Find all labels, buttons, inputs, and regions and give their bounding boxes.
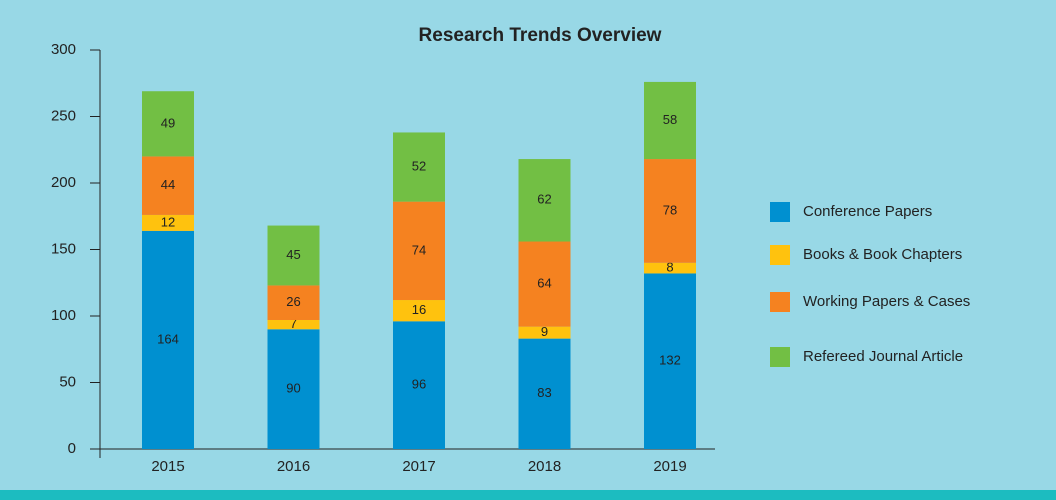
y-tick-label: 100 bbox=[51, 307, 76, 324]
legend-label: Refereed Journal Article bbox=[803, 348, 963, 365]
bar-segment bbox=[267, 319, 320, 330]
x-tick-label: 2015 bbox=[151, 458, 184, 475]
bar-segment bbox=[518, 338, 571, 449]
data-label: 26 bbox=[286, 294, 300, 309]
chart-title: Research Trends Overview bbox=[419, 25, 662, 46]
data-label: 90 bbox=[286, 381, 300, 396]
data-label: 64 bbox=[537, 276, 551, 291]
data-label: 52 bbox=[412, 158, 426, 173]
bar-segment bbox=[267, 225, 320, 286]
bar-segment bbox=[644, 273, 696, 449]
data-label: 62 bbox=[537, 192, 551, 207]
legend-label: Books & Book Chapters bbox=[803, 246, 962, 263]
legend-swatch bbox=[770, 245, 790, 265]
bar-segment bbox=[393, 132, 445, 202]
legend-swatch bbox=[770, 292, 790, 312]
bar-segment bbox=[267, 329, 320, 449]
bar-segment bbox=[644, 81, 696, 160]
x-tick-label: 2017 bbox=[402, 458, 435, 475]
data-label: 7 bbox=[290, 316, 297, 331]
data-label: 132 bbox=[659, 353, 681, 368]
y-tick-label: 0 bbox=[68, 440, 76, 457]
data-label: 16 bbox=[412, 302, 426, 317]
legend-swatch bbox=[770, 202, 790, 222]
y-tick-label: 250 bbox=[51, 107, 76, 124]
data-label: 78 bbox=[663, 202, 677, 217]
bar-segment bbox=[142, 214, 194, 231]
bar-segment bbox=[142, 91, 194, 157]
data-label: 45 bbox=[286, 247, 300, 262]
bar-segment bbox=[267, 285, 320, 320]
data-label: 49 bbox=[161, 115, 175, 130]
legend-swatch bbox=[770, 347, 790, 367]
bar-segment bbox=[393, 321, 445, 449]
bar-segment bbox=[644, 262, 696, 274]
bar-segment bbox=[518, 159, 571, 242]
bottom-stripe bbox=[0, 490, 1056, 500]
y-tick-label: 200 bbox=[51, 174, 76, 191]
y-tick-label: 300 bbox=[51, 41, 76, 58]
bar-segment bbox=[393, 201, 445, 301]
data-label: 74 bbox=[412, 242, 426, 257]
data-label: 83 bbox=[537, 385, 551, 400]
bar-segment bbox=[644, 159, 696, 263]
y-tick-label: 50 bbox=[59, 373, 76, 390]
data-label: 8 bbox=[666, 260, 673, 275]
data-label: 164 bbox=[157, 331, 179, 346]
legend-label: Working Papers & Cases bbox=[803, 293, 970, 310]
x-tick-label: 2018 bbox=[528, 458, 561, 475]
y-tick-label: 150 bbox=[51, 240, 76, 257]
x-tick-label: 2019 bbox=[653, 458, 686, 475]
legend-label: Conference Papers bbox=[803, 203, 932, 220]
bar-segment bbox=[142, 156, 194, 215]
bar-segment bbox=[393, 300, 445, 322]
bar-segment bbox=[518, 241, 571, 327]
x-tick-label: 2016 bbox=[277, 458, 310, 475]
data-label: 96 bbox=[412, 377, 426, 392]
data-label: 44 bbox=[161, 177, 175, 192]
bar-segment bbox=[142, 230, 194, 449]
bar-segment bbox=[518, 326, 571, 339]
data-label: 12 bbox=[161, 214, 175, 229]
data-label: 58 bbox=[663, 112, 677, 127]
data-label: 9 bbox=[541, 324, 548, 339]
